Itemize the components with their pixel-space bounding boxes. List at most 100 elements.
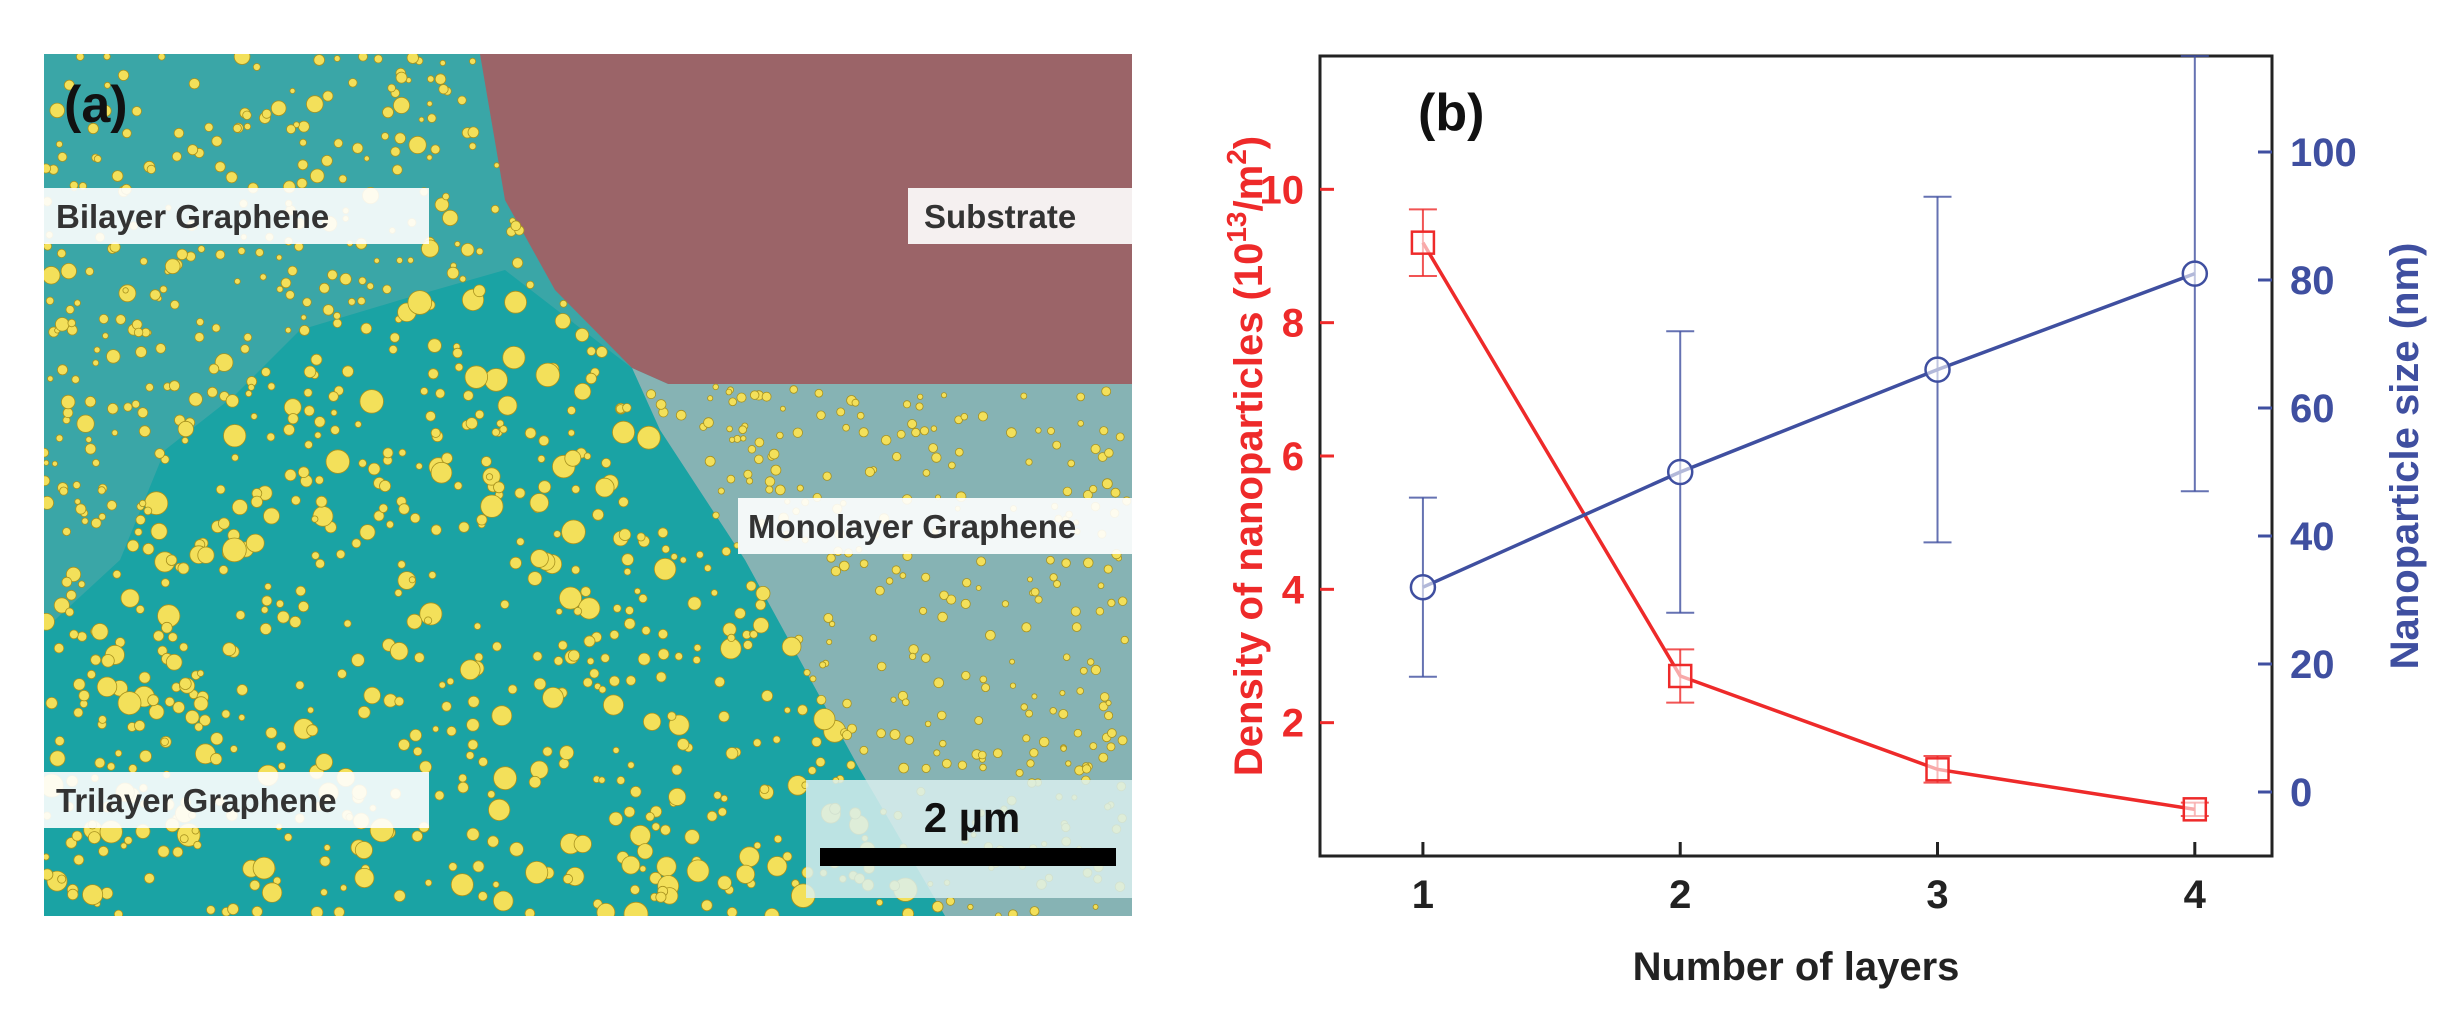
nanoparticle (160, 578, 170, 588)
nanoparticle (315, 558, 326, 569)
substrate-region (480, 54, 1132, 384)
nanoparticle (134, 720, 146, 732)
density-point (1667, 663, 1693, 689)
nanoparticle (939, 590, 949, 601)
nanoparticle (214, 161, 226, 173)
nanoparticle (473, 622, 482, 630)
nanoparticle (937, 611, 948, 623)
nanoparticle (524, 908, 536, 916)
nanoparticle (598, 685, 607, 694)
nanoparticle (450, 873, 474, 897)
nanoparticle (480, 494, 504, 518)
nanoparticle (836, 407, 846, 417)
nanoparticle (382, 106, 394, 119)
nanoparticle (629, 785, 642, 798)
nanoparticle (1105, 700, 1112, 707)
panel-b-chart: (b) 1 2 3 4 2 4 6 8 10 0 20 40 60 80 100 Number of l… (1221, 54, 2427, 989)
nanoparticle (147, 694, 160, 707)
nanoparticle (261, 108, 272, 119)
nanoparticle (101, 654, 115, 668)
nanoparticle (638, 593, 648, 604)
nanoparticle (287, 413, 299, 425)
nanoparticle (131, 400, 140, 409)
nanoparticle (1107, 598, 1116, 608)
nanoparticle (55, 317, 70, 332)
nanoparticle (485, 473, 494, 481)
nanoparticle (1082, 764, 1092, 774)
nanoparticle (1025, 709, 1033, 718)
nanoparticle (348, 78, 358, 88)
nanoparticle (851, 398, 860, 407)
density-point (1925, 757, 1950, 782)
nanoparticle (423, 616, 433, 625)
trilayer-label-box: Trilayer Graphene (44, 772, 429, 828)
nanoparticle (773, 834, 783, 844)
nanoparticle (321, 155, 333, 167)
nanoparticle (657, 648, 670, 660)
nanoparticle (424, 879, 433, 887)
nanoparticle (63, 79, 75, 91)
nanoparticle (585, 372, 597, 385)
nanoparticle (165, 653, 183, 671)
nanoparticle (562, 873, 574, 885)
nanoparticle (411, 830, 424, 842)
nanoparticle (311, 515, 319, 523)
nanoparticle (718, 710, 730, 723)
nanoparticle (340, 884, 348, 892)
nanoparticle (314, 475, 324, 485)
nanoparticle (735, 864, 756, 884)
nanoparticle (276, 285, 284, 293)
nanoparticle (529, 493, 550, 513)
nanoparticle (722, 622, 737, 637)
nanoparticle (307, 706, 315, 714)
nanoparticle (511, 257, 524, 269)
nanoparticle (343, 619, 352, 628)
left-tick-label: 10 (1260, 168, 1305, 212)
nanoparticle (44, 853, 50, 861)
nanoparticle (98, 313, 109, 324)
nanoparticle (890, 696, 897, 703)
nanoparticle (118, 284, 137, 303)
nanoparticle (60, 262, 77, 280)
nanoparticle (726, 425, 733, 433)
right-tick-label: 80 (2290, 259, 2335, 303)
nanoparticle (139, 257, 148, 266)
nanoparticle (571, 484, 581, 494)
nanoparticle (297, 600, 310, 613)
nanoparticle (217, 517, 230, 530)
nanoparticle (177, 420, 194, 438)
nanoparticle (295, 680, 305, 690)
nanoparticle (196, 317, 205, 326)
nanoparticle (249, 879, 261, 891)
nanoparticle (846, 760, 856, 770)
nanoparticle (44, 475, 51, 487)
nanoparticle (289, 615, 302, 628)
nanoparticle (135, 346, 148, 358)
nanoparticle (623, 901, 649, 916)
nanoparticle (1104, 448, 1114, 458)
nanoparticle (717, 875, 732, 891)
nanoparticle (259, 622, 272, 635)
nanoparticle (755, 599, 767, 611)
nanoparticle (319, 855, 331, 867)
nanoparticle (135, 514, 146, 526)
nanoparticle (458, 521, 470, 533)
nanoparticle (232, 123, 242, 133)
nanoparticle (143, 506, 153, 516)
nanoparticle (354, 420, 362, 428)
nanoparticle (655, 399, 667, 410)
nanoparticle (293, 121, 300, 128)
nanoparticle (772, 735, 781, 744)
nanoparticle (466, 827, 480, 841)
nanoparticle (137, 407, 149, 419)
nanoparticle (623, 567, 632, 576)
nanoparticle (554, 313, 571, 330)
nanoparticle (1029, 906, 1040, 916)
nanoparticle (315, 495, 328, 508)
nanoparticle (106, 762, 116, 771)
nanoparticle (154, 448, 166, 459)
nanoparticle (337, 669, 347, 679)
nanoparticle (559, 299, 568, 308)
nanoparticle (304, 440, 313, 450)
